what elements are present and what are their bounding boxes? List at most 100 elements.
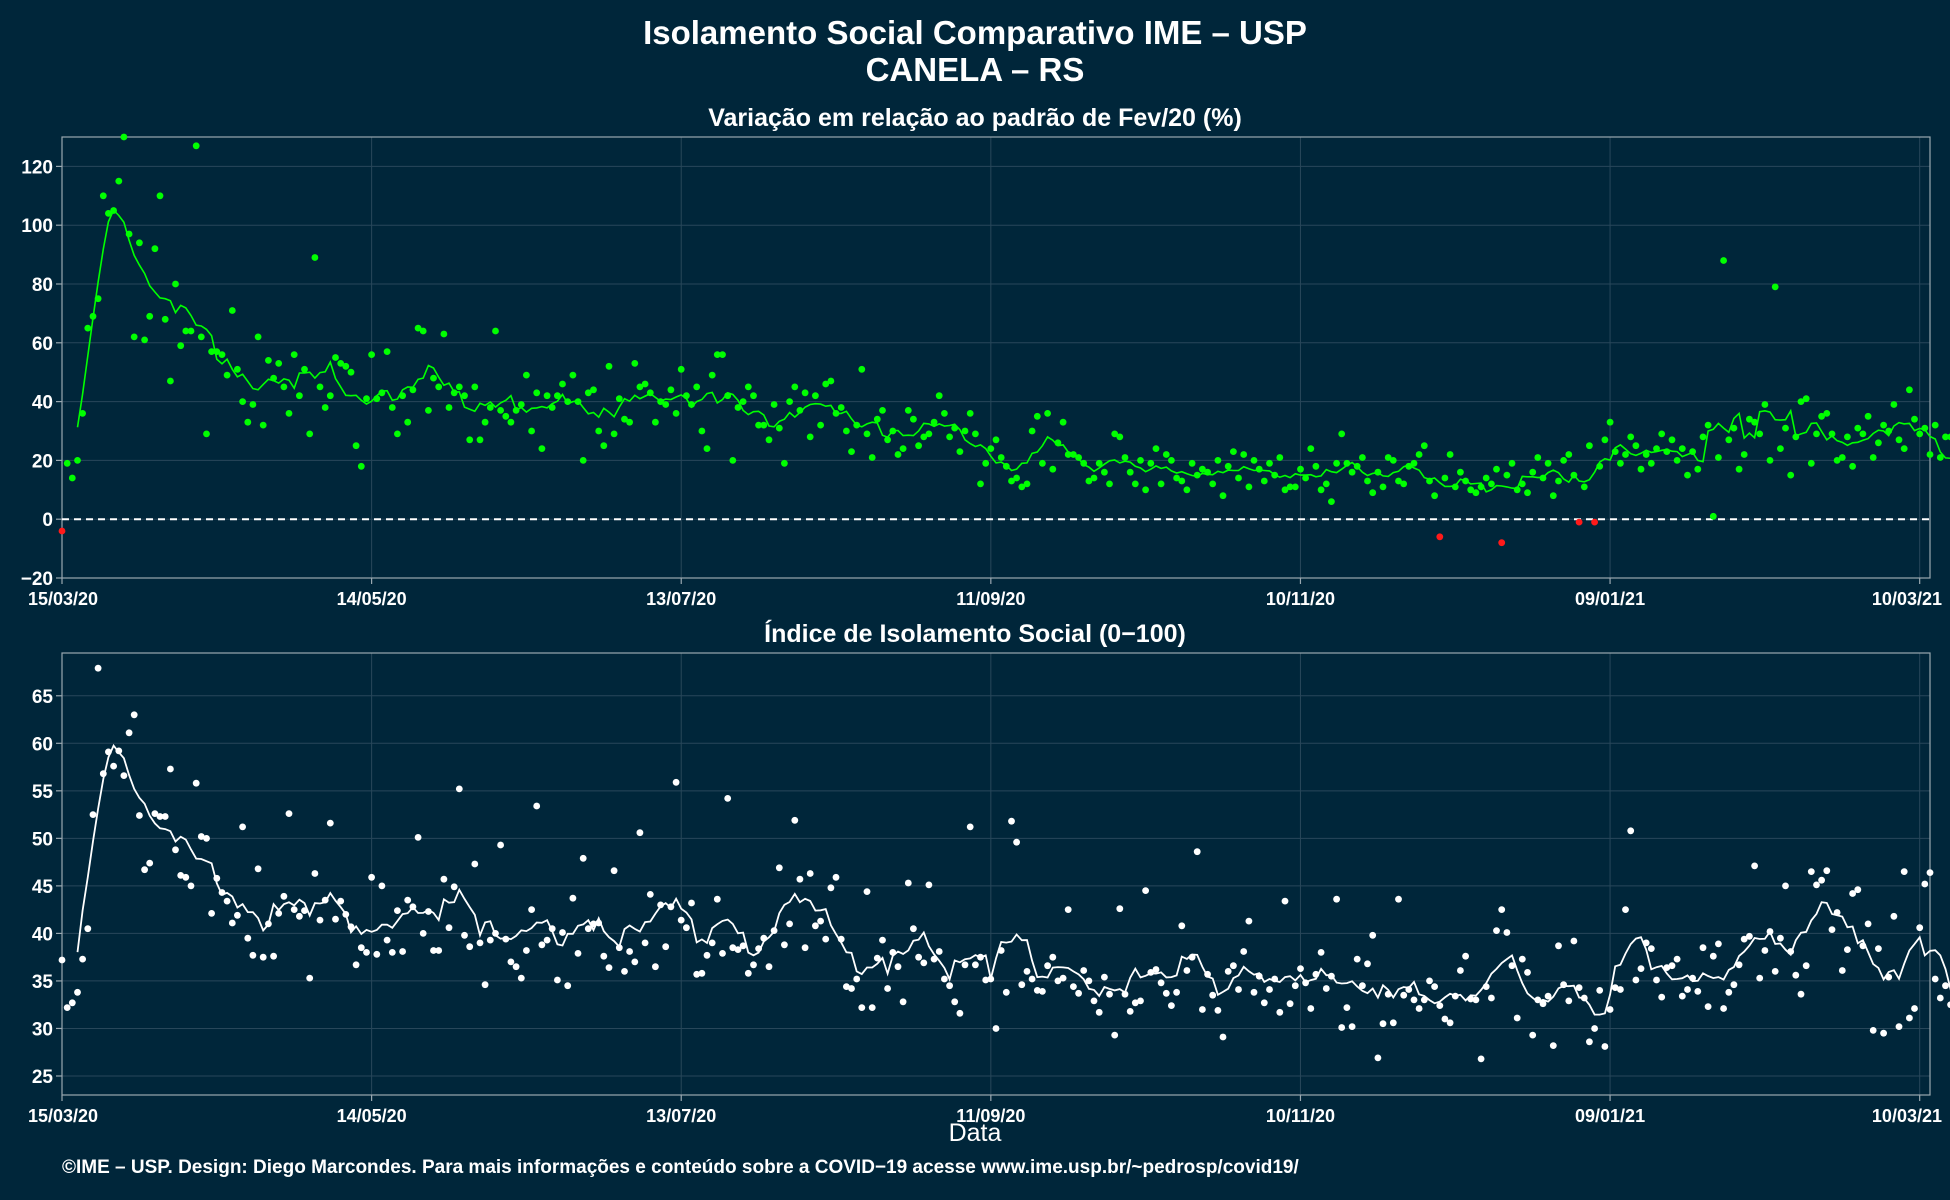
data-point: [1426, 977, 1433, 985]
data-point: [285, 810, 293, 817]
data-point: [1162, 451, 1170, 458]
data-point: [1859, 942, 1867, 950]
data-point: [843, 983, 850, 990]
data-point: [378, 882, 386, 890]
chart-subtitle-city: CANELA – RS: [865, 51, 1085, 88]
data-point: [435, 947, 443, 954]
data-point: [1033, 987, 1041, 994]
data-point: [1188, 459, 1196, 467]
data-point: [1555, 477, 1562, 485]
data-point: [414, 834, 422, 841]
data-point: [167, 765, 174, 773]
panel-2-title: Índice de Isolamento Social (0−100): [764, 620, 1186, 648]
data-point: [1735, 465, 1743, 473]
data-point: [430, 947, 437, 954]
data-point: [270, 952, 277, 960]
data-point: [956, 1009, 964, 1017]
data-point: [1121, 990, 1129, 998]
data-point: [941, 410, 948, 417]
data-point: [1260, 477, 1268, 485]
data-point: [579, 457, 587, 464]
data-point: [1916, 924, 1924, 932]
data-point: [1302, 474, 1309, 482]
data-point: [1617, 459, 1624, 467]
data-point: [1255, 465, 1263, 473]
data-point: [419, 327, 427, 335]
x-tick-label: 10/03/21: [1872, 589, 1942, 609]
data-point: [476, 939, 484, 947]
data-point: [1039, 459, 1046, 467]
data-point: [1131, 480, 1139, 488]
data-point: [1508, 459, 1516, 467]
data-point: [626, 418, 633, 426]
data-point: [1895, 436, 1903, 444]
data-point: [1498, 906, 1506, 913]
data-point: [1178, 922, 1186, 930]
data-point: [837, 935, 845, 943]
data-point: [1023, 968, 1031, 975]
data-point: [1906, 386, 1913, 394]
data-point: [1240, 451, 1248, 458]
data-point: [812, 922, 819, 930]
data-point: [425, 908, 432, 915]
data-point: [1740, 935, 1748, 943]
data-point: [1632, 976, 1640, 984]
data-point: [698, 427, 706, 435]
data-point: [1384, 990, 1392, 998]
data-point: [641, 380, 649, 388]
data-point: [254, 333, 262, 341]
data-point: [853, 975, 861, 983]
data-point: [1678, 992, 1686, 1000]
data-point: [321, 896, 329, 904]
data-point: [1178, 477, 1186, 485]
data-point: [899, 445, 907, 452]
data-point: [564, 982, 572, 990]
data-point: [1467, 995, 1475, 1003]
data-point: [951, 998, 959, 1006]
data-point: [1488, 994, 1495, 1002]
data-point: [1508, 962, 1516, 970]
data-point: [1864, 920, 1872, 928]
data-point: [1240, 948, 1248, 955]
data-point: [646, 891, 654, 898]
data-point: [1668, 436, 1676, 444]
data-point: [584, 925, 592, 933]
data-point: [961, 961, 969, 969]
data-point: [941, 975, 948, 983]
data-point: [507, 958, 515, 966]
data-point: [1715, 940, 1722, 948]
data-point: [1751, 862, 1758, 870]
data-point: [1518, 955, 1526, 963]
data-point: [1936, 454, 1944, 461]
data-point: [899, 998, 907, 1006]
data-point: [1095, 1008, 1103, 1016]
data-point: [1193, 471, 1201, 479]
data-point: [703, 445, 711, 452]
data-point: [1518, 480, 1526, 488]
data-point: [1224, 462, 1232, 470]
data-point: [997, 454, 1005, 461]
panel-2-x-axis: 15/03/20 14/05/20 13/07/20 11/09/20 10/11/20…: [28, 1095, 1942, 1126]
data-point: [1689, 974, 1696, 982]
x-tick-label: 10/11/20: [1266, 1106, 1335, 1126]
data-point: [1379, 1020, 1387, 1028]
data-point: [1740, 451, 1748, 458]
data-point: [683, 924, 690, 932]
data-point: [203, 835, 210, 842]
data-point: [1245, 917, 1253, 925]
data-point: [1761, 947, 1769, 954]
data-point: [610, 867, 618, 875]
data-point: [652, 418, 659, 426]
data-point: [538, 941, 546, 949]
data-point: [672, 778, 680, 786]
data-point: [409, 386, 417, 394]
panel-1-points: [58, 133, 1950, 547]
data-point: [1359, 982, 1366, 990]
data-point: [1617, 986, 1624, 993]
data-point: [564, 398, 572, 405]
data-point: [445, 924, 453, 932]
data-point: [259, 953, 267, 961]
data-point: [1384, 454, 1392, 461]
data-point: [1426, 477, 1433, 485]
data-point: [1849, 890, 1856, 897]
